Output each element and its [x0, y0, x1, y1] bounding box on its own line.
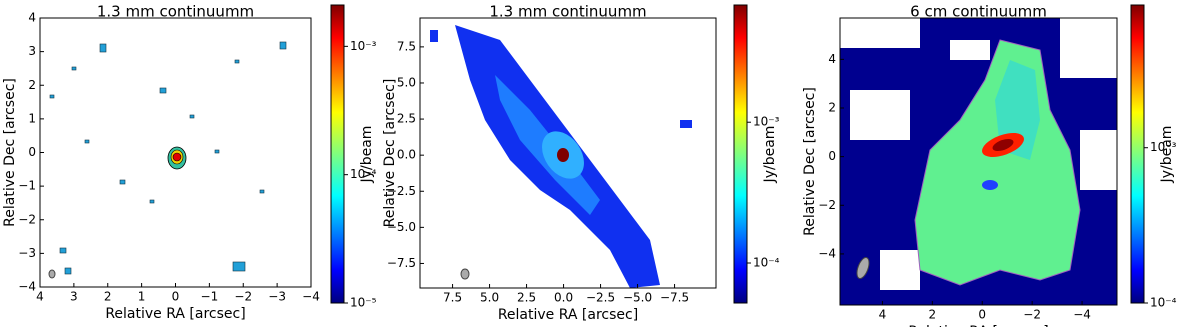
y-tick-label: 1 [28, 111, 36, 125]
colorbar-tick-label: 10⁻⁴ [1150, 296, 1177, 310]
colorbar-label: Jy/beam [762, 126, 778, 184]
y-axis-label: Relative Dec [arcsec] [2, 78, 18, 227]
y-tick-label: −2.5 [387, 184, 416, 198]
panel-title: 6 cm continuumm [910, 3, 1047, 21]
y-tick-label: 7.5 [397, 39, 416, 53]
y-tick-label: −7.5 [387, 256, 416, 270]
y-tick-label: −2 [818, 198, 836, 212]
y-tick-label: 3 [28, 44, 36, 58]
image-2 [430, 25, 692, 288]
y-axis-label: Relative Dec [arcsec] [802, 87, 818, 236]
y-tick-label: −4 [818, 246, 836, 260]
colorbar-tick-label: 10⁻³ [753, 115, 780, 129]
y-tick-label: −4 [18, 280, 36, 294]
colorbar-tick-label: 10⁻³ [1150, 140, 1177, 154]
x-tick-label: 4 [879, 308, 887, 322]
colorbar-tick-label: 10⁻⁵ [350, 296, 377, 310]
y-tick-label: −3 [18, 246, 36, 260]
panel-title: 1.3 mm continuumm [97, 3, 254, 21]
y-tick-label: 2 [28, 78, 36, 92]
colorbar [1130, 4, 1145, 304]
x-tick-label: −1 [201, 290, 219, 304]
y-tick-label: 2.5 [397, 112, 416, 126]
x-tick-label: 0 [172, 290, 180, 304]
x-tick-label: −2 [1023, 308, 1041, 322]
y-tick-label: 5.0 [397, 75, 416, 89]
colorbar [733, 4, 748, 304]
plot-frame [419, 17, 717, 289]
colorbar-label: Jy/beam [359, 126, 375, 184]
y-tick-label: −5.0 [387, 220, 416, 234]
colorbar-tick-label: 10⁻³ [350, 39, 377, 53]
x-tick-label: −2 [234, 290, 252, 304]
panel-title: 1.3 mm continuumm [489, 3, 646, 21]
x-tick-label: −4 [1073, 308, 1091, 322]
x-tick-label: −3 [268, 290, 286, 304]
x-tick-label: −7.5 [660, 291, 689, 305]
x-tick-label: 0.0 [554, 291, 573, 305]
y-tick-label: 0.0 [397, 148, 416, 162]
x-tick-label: −5.0 [623, 291, 652, 305]
y-axis-label: Relative Dec [arcsec] [382, 79, 398, 228]
colorbar-tick-label: 10⁻⁴ [753, 256, 780, 270]
image-3 [840, 18, 1117, 305]
y-tick-label: −1 [18, 179, 36, 193]
y-tick-label: 4 [828, 52, 836, 66]
x-tick-label: 7.5 [443, 291, 462, 305]
x-tick-label: −2.5 [586, 291, 615, 305]
x-tick-label: 2 [929, 308, 937, 322]
colorbar-tick-label: 10⁻⁴ [350, 167, 377, 181]
plot-frame [839, 17, 1118, 306]
x-tick-label: 5.0 [480, 291, 499, 305]
y-tick-label: 0 [28, 145, 36, 159]
colorbar [330, 4, 345, 304]
x-tick-label: 2.5 [517, 291, 536, 305]
x-tick-label: −4 [302, 290, 320, 304]
x-axis-label: Relative RA [arcsec] [908, 324, 1048, 327]
x-tick-label: 0 [978, 308, 986, 322]
x-axis-label: Relative RA [arcsec] [105, 306, 245, 322]
y-tick-label: 4 [28, 11, 36, 25]
y-tick-label: 0 [828, 149, 836, 163]
x-tick-label: 4 [36, 290, 44, 304]
y-tick-label: −2 [18, 212, 36, 226]
y-tick-label: 2 [828, 100, 836, 114]
colorbar-label: Jy/beam [1159, 126, 1175, 184]
x-tick-label: 3 [70, 290, 78, 304]
x-tick-label: 1 [138, 290, 146, 304]
x-tick-label: 2 [104, 290, 112, 304]
image-1 [48, 41, 287, 279]
x-axis-label: Relative RA [arcsec] [498, 307, 638, 323]
